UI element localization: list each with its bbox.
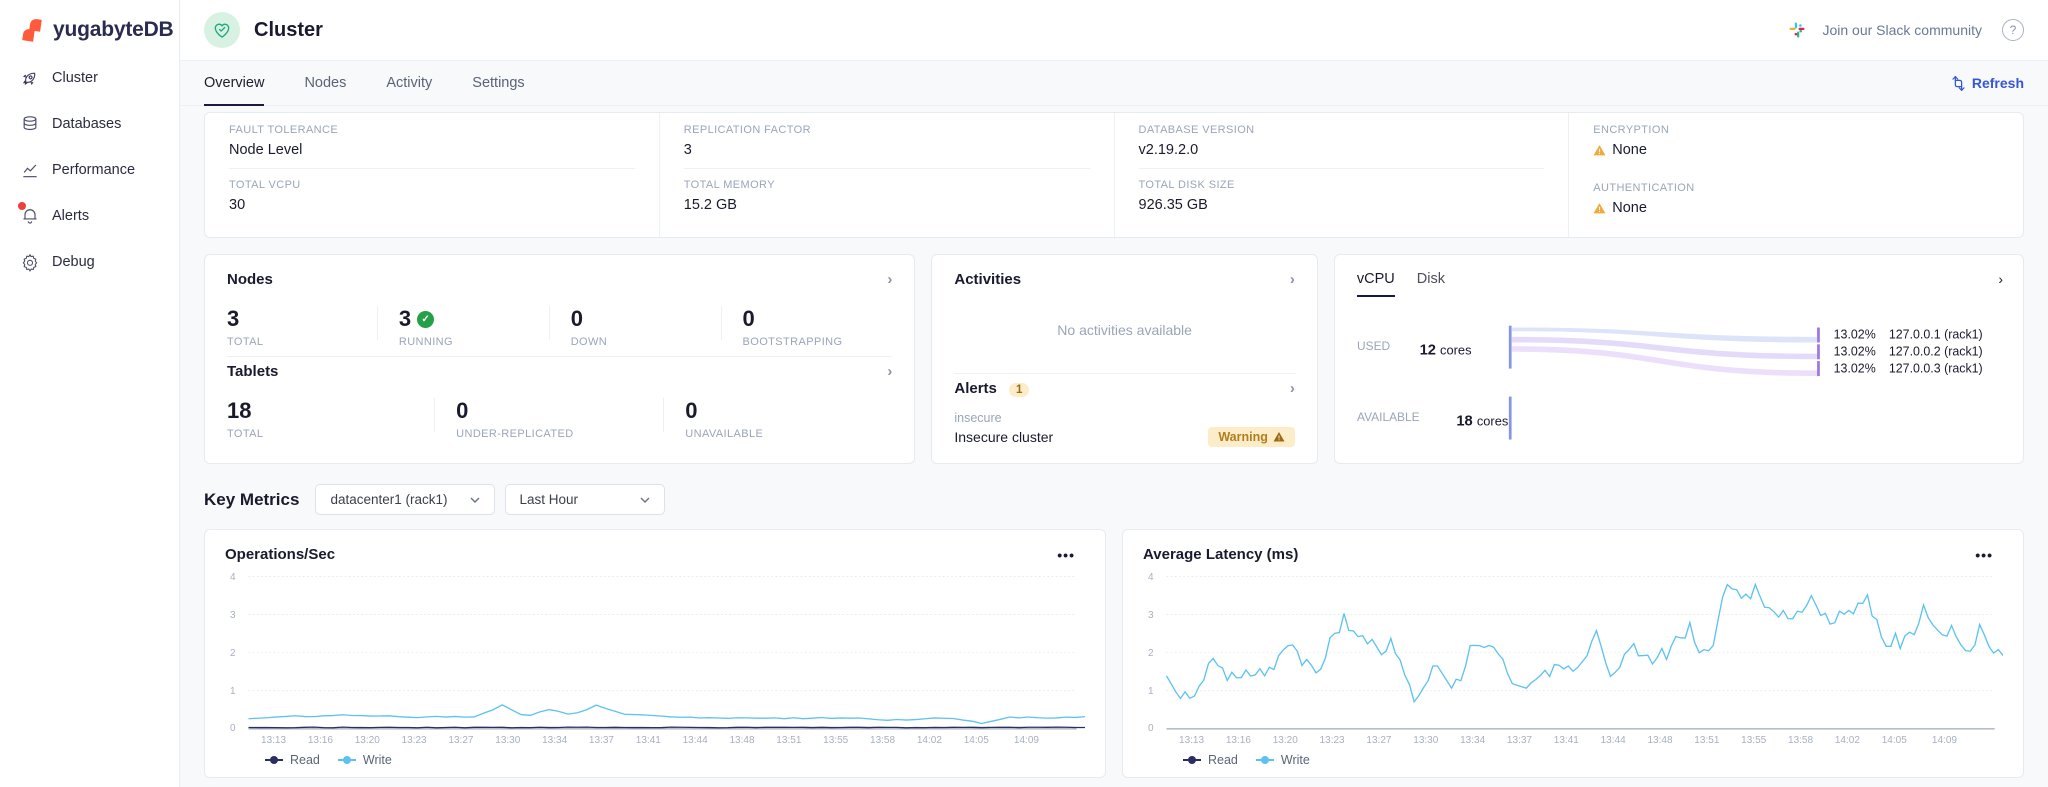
svg-text:AVAILABLE: AVAILABLE — [1357, 410, 1420, 424]
svg-text:13:51: 13:51 — [1694, 735, 1720, 746]
svg-text:13:23: 13:23 — [402, 735, 428, 746]
svg-text:1: 1 — [230, 686, 236, 697]
svg-text:13:41: 13:41 — [1554, 735, 1580, 746]
svg-text:13:23: 13:23 — [1320, 735, 1346, 746]
svg-text:0: 0 — [230, 723, 236, 734]
svg-text:14:05: 14:05 — [1882, 735, 1908, 746]
svg-text:USED: USED — [1357, 339, 1390, 353]
svg-text:13:51: 13:51 — [776, 735, 802, 746]
svg-text:13:48: 13:48 — [1647, 735, 1673, 746]
svg-text:13:16: 13:16 — [308, 735, 334, 746]
svg-text:13:58: 13:58 — [1788, 735, 1814, 746]
svg-text:13:34: 13:34 — [1460, 735, 1486, 746]
svg-text:13:30: 13:30 — [495, 735, 521, 746]
svg-text:13:44: 13:44 — [1601, 735, 1627, 746]
svg-text:14:05: 14:05 — [964, 735, 990, 746]
svg-text:13:34: 13:34 — [542, 735, 568, 746]
svg-text:13:27: 13:27 — [448, 735, 474, 746]
svg-text:13:20: 13:20 — [1273, 735, 1299, 746]
svg-text:13:20: 13:20 — [355, 735, 381, 746]
svg-text:13:37: 13:37 — [589, 735, 615, 746]
svg-text:13:16: 13:16 — [1226, 735, 1252, 746]
svg-text:13:58: 13:58 — [870, 735, 896, 746]
svg-text:18 cores: 18 cores — [1456, 413, 1508, 429]
svg-text:13:37: 13:37 — [1507, 735, 1533, 746]
svg-text:14:09: 14:09 — [1932, 735, 1958, 746]
svg-text:13:30: 13:30 — [1413, 735, 1439, 746]
svg-text:13:55: 13:55 — [823, 735, 849, 746]
svg-text:127.0.0.3 (rack1): 127.0.0.3 (rack1) — [1889, 361, 1983, 375]
svg-text:127.0.0.2 (rack1): 127.0.0.2 (rack1) — [1889, 344, 1983, 358]
svg-text:4: 4 — [1148, 573, 1154, 583]
svg-text:1: 1 — [1148, 686, 1154, 697]
svg-text:13.02%: 13.02% — [1834, 344, 1876, 358]
svg-text:14:02: 14:02 — [1835, 735, 1861, 746]
svg-text:4: 4 — [230, 573, 236, 583]
svg-text:2: 2 — [1148, 648, 1154, 659]
svg-text:12 cores: 12 cores — [1419, 343, 1471, 359]
svg-text:13.02%: 13.02% — [1834, 361, 1876, 375]
svg-text:3: 3 — [1148, 610, 1154, 621]
svg-text:13:41: 13:41 — [636, 735, 662, 746]
svg-text:3: 3 — [230, 610, 236, 621]
svg-text:0: 0 — [1148, 723, 1154, 734]
svg-text:13:27: 13:27 — [1366, 735, 1392, 746]
svg-text:13:55: 13:55 — [1741, 735, 1767, 746]
svg-text:13:44: 13:44 — [683, 735, 709, 746]
svg-text:14:02: 14:02 — [917, 735, 943, 746]
svg-text:13:13: 13:13 — [261, 735, 287, 746]
svg-text:13:48: 13:48 — [729, 735, 755, 746]
svg-text:14:09: 14:09 — [1014, 735, 1040, 746]
svg-text:13:13: 13:13 — [1179, 735, 1205, 746]
svg-text:127.0.0.1 (rack1): 127.0.0.1 (rack1) — [1889, 328, 1983, 342]
svg-text:13.02%: 13.02% — [1834, 328, 1876, 342]
svg-text:2: 2 — [230, 648, 236, 659]
